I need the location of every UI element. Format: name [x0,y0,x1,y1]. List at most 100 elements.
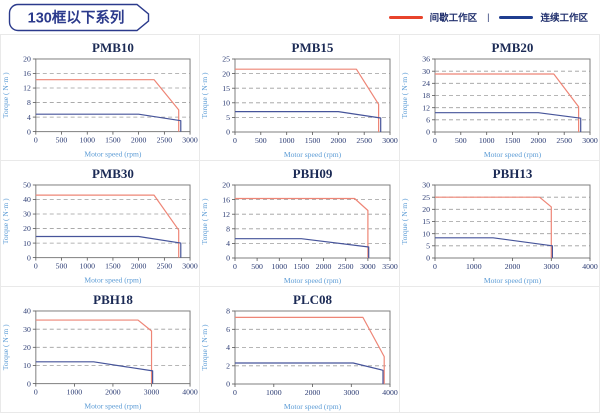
y-tick-label: 2 [226,362,230,371]
x-axis-label: Motor speed (rpm) [484,276,542,285]
y-tick-label: 4 [27,113,31,122]
y-tick-label: 30 [23,210,31,219]
x-tick-label: 1000 [479,136,495,145]
legend-separator: | [487,12,490,22]
continuous-line-swatch [499,15,534,19]
x-tick-label: 1000 [80,262,96,271]
y-tick-label: 10 [23,361,31,370]
x-tick-label: 1000 [266,388,282,397]
x-tick-label: 3000 [344,388,360,397]
y-tick-label: 5 [226,113,230,122]
x-tick-label: 2000 [105,388,121,397]
continuous-curve [235,110,382,132]
x-tick-label: 0 [34,388,38,397]
x-tick-label: 2000 [505,262,521,271]
x-tick-label: 2000 [131,262,147,271]
chart-grid: PMB10 0 4 8 12 16 20 0 500 1000 1500 2000 2500 3000 M… [0,34,600,413]
y-tick-label: 24 [422,79,430,88]
chart-pmb10: 0 4 8 12 16 20 0 500 1000 1500 2000 2500 3000 Motor s… [1,56,198,158]
x-tick-label: 1000 [466,262,482,271]
y-tick-label: 30 [23,325,31,334]
y-axis-label: Torque ( N·m ) [200,324,209,371]
x-tick-label: 2500 [157,262,173,271]
x-tick-label: 1500 [105,262,121,271]
x-tick-label: 2000 [305,388,321,397]
x-tick-label: 1500 [505,136,521,145]
continuous-curve [235,238,370,258]
y-axis-label: Torque ( N·m ) [1,198,10,244]
x-tick-label: 0 [433,262,437,271]
chart-cell-pmb30: PMB30 0 10 20 30 40 50 0 500 1000 1500 2000 2500 300… [0,161,200,287]
x-axis-label: Motor speed (rpm) [284,402,342,411]
y-tick-label: 20 [23,224,31,233]
chart-title: PLC08 [293,292,332,307]
plot-border [234,58,391,133]
x-tick-label: 1000 [80,136,96,145]
chart-cell-pmb15: PMB15 0 5 10 15 20 25 0 500 1000 1500 2000 2500 3000… [200,35,400,161]
chart-title: PBH09 [292,166,333,181]
y-tick-label: 16 [222,195,230,204]
x-tick-label: 1000 [67,388,83,397]
y-tick-label: 20 [222,69,230,78]
y-tick-label: 20 [23,343,31,352]
x-axis-label: Motor speed (rpm) [84,275,141,284]
x-axis-label: Motor speed (rpm) [284,150,342,159]
chart-title: PBH13 [492,166,533,181]
chart-title: PMB10 [92,40,134,55]
intermittent-curve [35,194,180,258]
y-tick-label: 0 [226,254,230,263]
y-tick-label: 8 [226,308,230,316]
y-tick-label: 30 [422,182,430,190]
y-tick-label: 16 [23,69,31,78]
intermittent-curve [435,196,552,258]
legend-label-intermittent: 间歇工作区 [429,13,478,24]
x-tick-label: 0 [233,388,237,397]
y-tick-label: 15 [422,217,430,226]
page-title: 130框以下系列 [28,8,125,26]
x-tick-label: 500 [56,136,68,145]
chart-pbh18: 0 10 20 30 40 0 1000 2000 3000 4000 Motor speed (r… [1,308,198,410]
x-tick-label: 3000 [360,262,376,271]
y-tick-label: 36 [422,56,430,64]
chart-cell-pbh13: PBH13 0 5 10 15 20 25 30 0 1000 2000 3000 4000 Motor… [400,161,600,287]
intermittent-curve [35,79,180,132]
x-tick-label: 2000 [131,136,147,145]
chart-cell-plc08: PLC08 0 2 4 6 8 0 1000 2000 3000 4000 Motor speed … [200,287,400,413]
y-tick-label: 0 [226,128,230,137]
y-tick-label: 8 [27,98,31,107]
x-tick-label: 0 [433,136,437,145]
chart-pmb20: 0 6 12 18 24 30 36 0 500 1000 1500 2000 2500 3000 Moto… [400,56,598,159]
intermittent-curve [235,316,385,384]
chart-pbh09: 0 4 8 12 16 20 0 500 1000 1500 2000 2500 3000 3500 Mot… [200,182,398,285]
y-tick-label: 10 [23,239,31,248]
x-tick-label: 2000 [316,262,332,271]
chart-title: PMB15 [291,40,334,55]
continuous-curve [235,362,384,384]
y-tick-label: 20 [422,205,430,214]
y-tick-label: 12 [222,210,230,219]
chart-title: PBH18 [93,292,133,307]
legend-label-continuous: 连续工作区 [540,13,588,24]
y-tick-label: 6 [426,116,430,125]
y-tick-label: 18 [422,91,430,100]
x-axis-label: Motor speed (rpm) [484,150,542,159]
x-tick-label: 3000 [582,136,598,145]
y-tick-label: 0 [226,380,230,389]
plot-border [35,184,191,259]
x-tick-label: 3000 [182,136,198,145]
x-axis-label: Motor speed (rpm) [84,149,141,158]
x-tick-label: 1500 [294,262,310,271]
y-axis-label: Torque ( N·m ) [200,72,209,119]
chart-cell-pmb10: PMB10 0 4 8 12 16 20 0 500 1000 1500 2000 2500 3000 M… [0,35,200,161]
y-tick-label: 0 [426,128,430,137]
x-axis-label: Motor speed (rpm) [284,276,342,285]
x-tick-label: 2500 [338,262,354,271]
y-axis-label: Torque ( N·m ) [1,72,10,118]
series-title-tag: 130框以下系列 [8,3,150,31]
x-tick-label: 500 [56,262,68,271]
chart-pbh13: 0 5 10 15 20 25 30 0 1000 2000 3000 4000 Motor speed… [400,182,598,285]
y-axis-label: Torque ( N·m ) [200,198,209,245]
x-tick-label: 1000 [272,262,288,271]
x-tick-label: 2000 [331,136,347,145]
